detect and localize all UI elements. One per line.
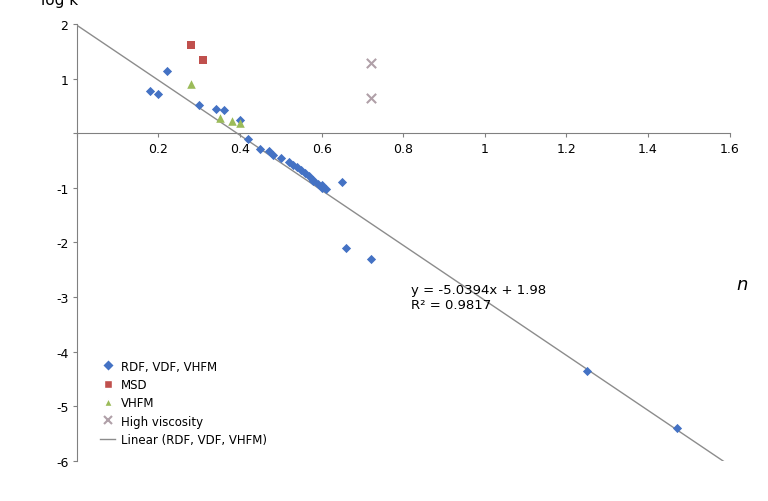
Point	[254, 145, 266, 153]
Point	[303, 172, 316, 180]
Point	[340, 244, 353, 253]
Point	[307, 176, 319, 184]
Point	[364, 95, 376, 103]
Point	[275, 154, 287, 162]
Point	[295, 167, 307, 175]
Point	[233, 116, 246, 124]
Point	[319, 185, 332, 193]
Point	[193, 102, 205, 110]
Point	[316, 184, 328, 192]
Point	[364, 60, 376, 68]
Point	[670, 424, 683, 432]
Point	[291, 164, 303, 172]
Point	[197, 57, 210, 65]
Point	[185, 81, 197, 89]
Point	[266, 152, 279, 160]
Point	[287, 162, 300, 170]
Point	[311, 180, 323, 188]
Point	[307, 178, 319, 186]
Point	[217, 107, 230, 115]
Point	[233, 120, 246, 128]
Point	[283, 158, 295, 166]
Point	[581, 367, 593, 375]
Point	[364, 256, 376, 264]
Point	[263, 148, 275, 156]
Point	[300, 169, 312, 177]
Point	[214, 115, 226, 123]
Point	[185, 42, 197, 50]
Point	[144, 88, 157, 96]
Point	[316, 182, 328, 190]
Legend: RDF, VDF, VHFM, MSD, VHFM, High viscosity, Linear (RDF, VDF, VHFM): RDF, VDF, VHFM, MSD, VHFM, High viscosit…	[96, 355, 271, 451]
Point	[336, 179, 348, 187]
Text: y = -5.0394x + 1.98
R² = 0.9817: y = -5.0394x + 1.98 R² = 0.9817	[412, 284, 547, 312]
Point	[242, 135, 254, 143]
Point	[210, 106, 222, 114]
Point	[152, 91, 164, 99]
Text: log k: log k	[41, 0, 78, 8]
Text: n: n	[736, 276, 747, 294]
Point	[226, 118, 238, 126]
Point	[161, 67, 173, 75]
